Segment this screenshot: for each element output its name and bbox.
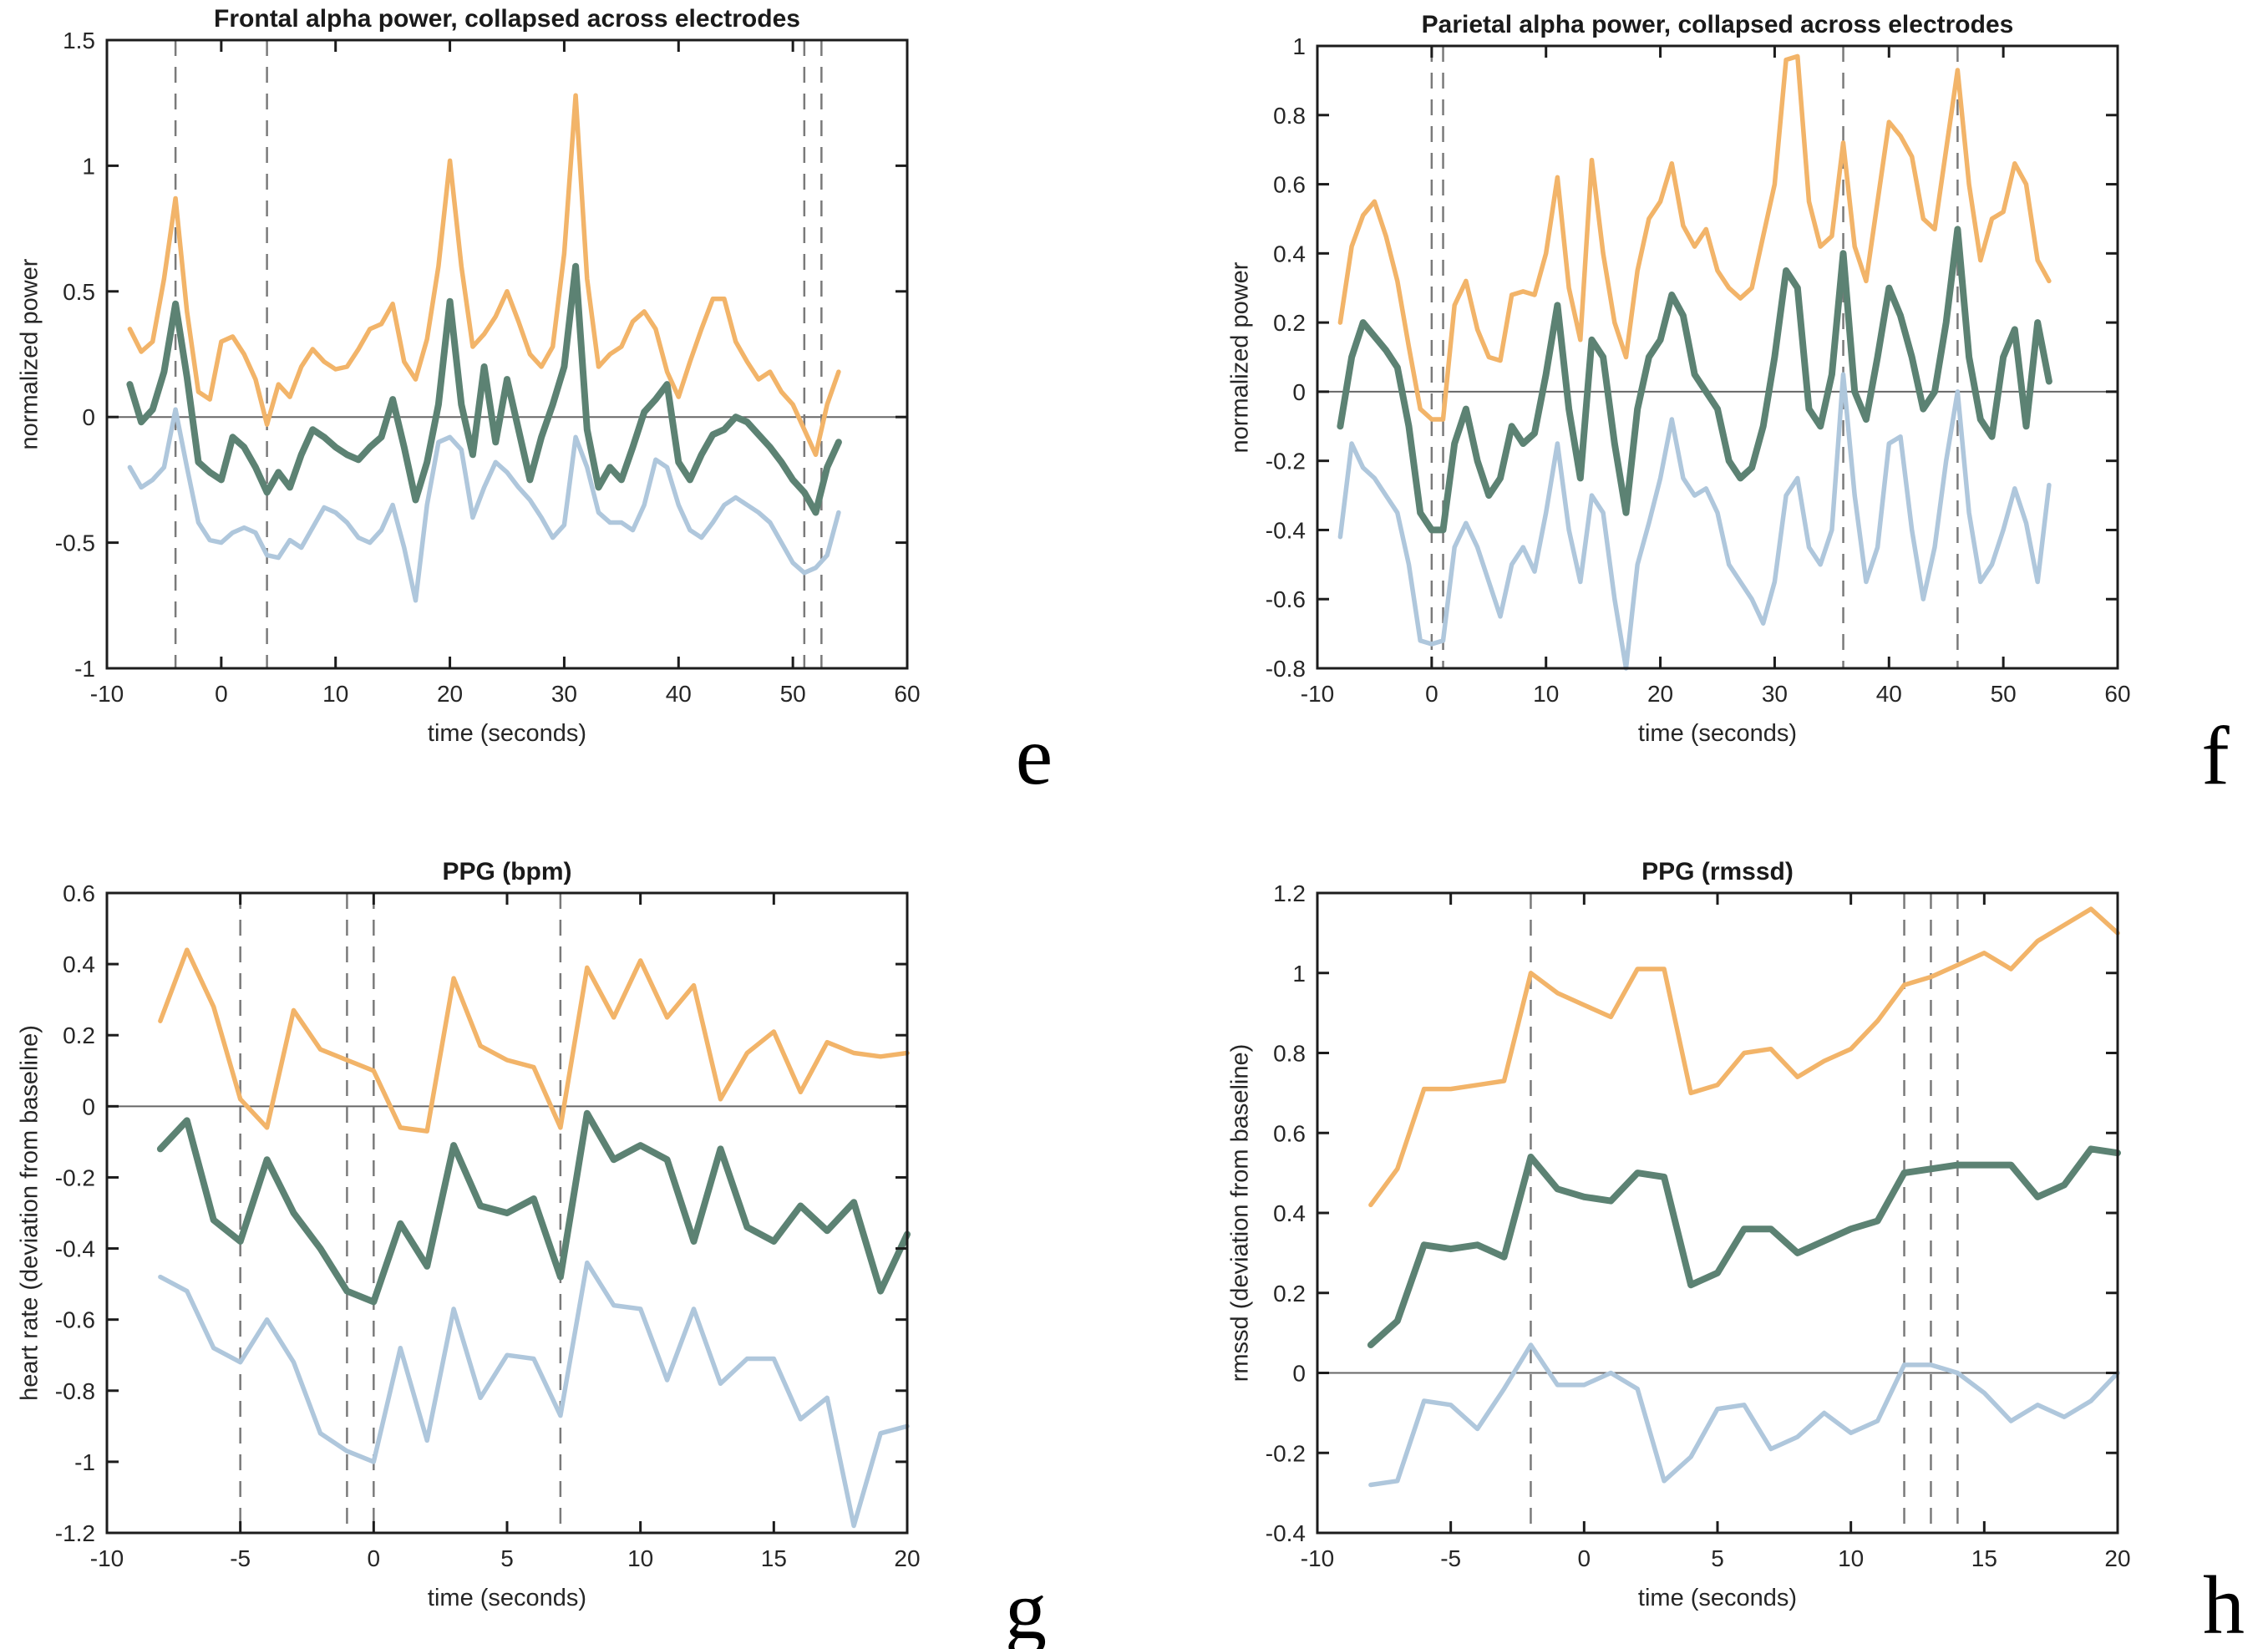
svg-text:1.2: 1.2 [1273,880,1306,906]
svg-text:0: 0 [1425,681,1438,707]
svg-text:1: 1 [1292,33,1306,59]
svg-text:-1.2: -1.2 [55,1520,95,1546]
svg-text:-10: -10 [90,681,124,707]
svg-text:0.2: 0.2 [1273,1281,1306,1307]
svg-text:-1: -1 [74,656,95,682]
svg-text:0.4: 0.4 [63,951,95,977]
svg-text:0: 0 [82,404,95,430]
svg-text:-10: -10 [1301,1545,1334,1571]
panel-letter-h: h [2203,1559,2245,1649]
svg-text:15: 15 [761,1545,787,1571]
svg-text:-0.8: -0.8 [1266,656,1306,682]
x-axis-label-ppg-rmssd: time (seconds) [1637,1585,1798,1611]
panel-letter-f: f [2201,709,2230,802]
panel-letter-e: e [1015,709,1053,802]
svg-text:40: 40 [666,681,692,707]
svg-text:0.6: 0.6 [63,880,95,906]
svg-text:0.2: 0.2 [1273,310,1306,336]
svg-text:5: 5 [1711,1545,1724,1571]
svg-text:60: 60 [894,681,920,707]
svg-text:-0.5: -0.5 [55,530,95,556]
svg-text:0.6: 0.6 [1273,172,1306,198]
svg-text:0: 0 [1292,1361,1306,1387]
svg-text:-0.8: -0.8 [55,1378,95,1404]
svg-text:0: 0 [82,1093,95,1119]
ppg-rmssd-chart: -10 -5 0 5 10 15 20 -0.4 -0.2 0 0.2 0.4 0.6 0.8 1 1.2 [1266,880,2131,1571]
svg-text:-10: -10 [1301,681,1334,707]
svg-text:10: 10 [627,1545,653,1571]
svg-text:0.8: 0.8 [1273,103,1306,129]
svg-text:10: 10 [322,681,348,707]
svg-text:20: 20 [894,1545,920,1571]
svg-text:50: 50 [1991,681,2017,707]
svg-text:-0.2: -0.2 [1266,1440,1306,1466]
y-axis-label-ppg-bpm: heart rate (deviation from baseline) [16,1025,43,1401]
svg-text:15: 15 [1971,1545,1997,1571]
svg-text:20: 20 [1647,681,1673,707]
svg-text:-1: -1 [74,1449,95,1475]
svg-text:-0.4: -0.4 [55,1236,95,1262]
panel-letter-g: g [1005,1564,1047,1649]
x-axis-label-ppg-bpm: time (seconds) [427,1585,587,1611]
svg-text:-0.6: -0.6 [1266,586,1306,612]
y-axis-label-parietal: normalized power [1226,261,1254,453]
svg-text:1: 1 [82,153,95,179]
svg-text:20: 20 [437,681,463,707]
svg-text:10: 10 [1838,1545,1864,1571]
svg-text:1.5: 1.5 [63,28,95,53]
svg-text:60: 60 [2104,681,2130,707]
ppg-bpm-chart: -10 -5 0 5 10 15 20 -1.2 -1 -0.8 -0.6 -0.4 -0.2 0 0.2 0… [55,880,921,1571]
svg-text:0.8: 0.8 [1273,1041,1306,1067]
svg-text:0: 0 [1578,1545,1591,1571]
panel-title-frontal: Frontal alpha power, collapsed across el… [214,5,800,33]
svg-text:0.5: 0.5 [63,279,95,305]
svg-text:-0.6: -0.6 [55,1307,95,1333]
svg-text:5: 5 [500,1545,514,1571]
svg-text:0.6: 0.6 [1273,1120,1306,1146]
svg-text:0.4: 0.4 [1273,1200,1306,1226]
svg-text:-0.2: -0.2 [55,1164,95,1190]
svg-text:10: 10 [1533,681,1559,707]
svg-text:20: 20 [2104,1545,2130,1571]
svg-text:0: 0 [1292,379,1306,405]
panel-title-ppg-rmssd: PPG (rmssd) [1641,858,1794,885]
svg-text:-5: -5 [230,1545,251,1571]
panel-title-parietal: Parietal alpha power, collapsed across e… [1421,11,2014,38]
svg-text:30: 30 [1762,681,1788,707]
svg-text:-10: -10 [90,1545,124,1571]
svg-text:30: 30 [551,681,577,707]
y-axis-label-frontal: normalized power [16,258,43,450]
svg-text:0.2: 0.2 [63,1022,95,1048]
parietal-alpha-chart: -10 0 10 20 30 40 50 60 -0.8 -0.6 -0.4 -0.2 0 0.2 0.4 0… [1266,33,2131,707]
svg-text:50: 50 [780,681,806,707]
svg-text:-0.4: -0.4 [1266,517,1306,543]
y-axis-label-ppg-rmssd: rmssd (deviation from baseline) [1226,1043,1254,1383]
x-axis-label-frontal: time (seconds) [427,720,587,747]
panel-title-ppg-bpm: PPG (bpm) [442,858,572,885]
svg-text:40: 40 [1876,681,1902,707]
svg-text:1: 1 [1292,961,1306,987]
svg-text:-5: -5 [1440,1545,1461,1571]
frontal-alpha-chart: -10 0 10 20 30 40 50 60 -1 -0.5 0 0.5 1 1.5 [55,28,921,707]
svg-text:-0.4: -0.4 [1266,1520,1306,1546]
x-axis-label-parietal: time (seconds) [1637,720,1798,747]
svg-text:0: 0 [368,1545,381,1571]
svg-text:0.4: 0.4 [1273,241,1306,266]
svg-text:0: 0 [215,681,228,707]
svg-text:-0.2: -0.2 [1266,449,1306,474]
